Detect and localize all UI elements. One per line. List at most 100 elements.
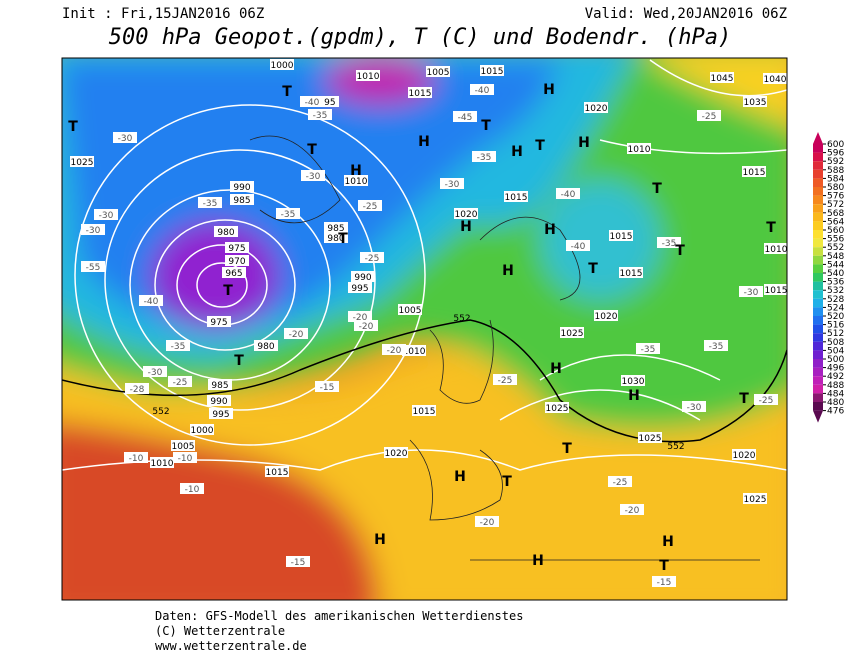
pressure-label-box [225, 242, 249, 253]
footer-source: Daten: GFS-Modell des amerikanischen Wet… [155, 609, 523, 623]
pressure-label-box [344, 175, 368, 186]
temperature-label-box [166, 340, 190, 351]
colorbar-tick-label: 532 [827, 286, 844, 296]
pressure-center: H [511, 144, 523, 160]
temperature-label: -25 [365, 254, 380, 264]
colorbar-bin [813, 187, 823, 196]
temperature-label: -10 [185, 485, 200, 495]
pressure-center: H [550, 361, 562, 377]
temperature-label: -40 [571, 242, 586, 252]
pressure-label-box [348, 282, 372, 293]
pressure-center: T [739, 391, 749, 407]
contour-label: 552 [667, 442, 684, 452]
colorbar-tick-label: 552 [827, 243, 844, 253]
pressure-label: 1020 [733, 451, 756, 461]
pressure-center: T [588, 261, 598, 277]
colorbar-tick-label: 496 [827, 364, 844, 374]
pressure-label-box [230, 181, 254, 192]
colorbar-bin [813, 341, 823, 351]
temperature-label-box [143, 366, 167, 377]
pressure-center: H [628, 388, 640, 404]
pressure-label: 1015 [409, 89, 432, 99]
temperature-label: -30 [306, 172, 321, 182]
colorbar-bin [813, 290, 823, 299]
pressure-center: H [350, 163, 362, 179]
temperature-label: -10 [129, 454, 144, 464]
temperature-label: -35 [203, 199, 218, 209]
temperature-label: -30 [744, 288, 759, 298]
temperature-label: -20 [289, 330, 304, 340]
pressure-label: 1010 [403, 347, 426, 357]
colorbar-bin [813, 307, 823, 316]
colorbar-tick-label: 564 [827, 217, 844, 227]
colorbar-bin [813, 281, 823, 291]
pressure-label: 1015 [266, 468, 289, 478]
colorbar-bin [813, 384, 823, 394]
colorbar-tick-label: 508 [827, 338, 844, 348]
temperature-label-box [81, 261, 105, 272]
temperature-label-box [608, 476, 632, 487]
pressure-label: 1015 [481, 67, 504, 77]
pressure-label: 985 [327, 224, 344, 234]
footer-copyright: (C) Wetterzentrale [155, 624, 285, 638]
colorbar-tick-label: 528 [827, 295, 844, 305]
temperature-label-box [286, 556, 310, 567]
pressure-center: H [543, 82, 555, 98]
pressure-label: 1010 [151, 459, 174, 469]
map-title: 500 hPa Geopot.(gpdm), T (C) und Bodendr… [109, 25, 732, 50]
pressure-center: H [662, 534, 674, 550]
pressure-label-box [763, 73, 787, 84]
temperature-label-box [682, 401, 706, 412]
pressure-label-box [356, 70, 380, 81]
colorbar-tick-label: 480 [827, 398, 844, 408]
temperature-label-box [453, 111, 477, 122]
pressure-label: 1015 [413, 407, 436, 417]
colorbar-tick-label: 544 [827, 260, 844, 270]
temperature-label: -40 [305, 98, 320, 108]
colorbar-bin [813, 230, 823, 239]
temperature-label-box [276, 208, 300, 219]
pressure-center: T [675, 243, 685, 259]
colorbar-bin [813, 393, 823, 402]
colorbar-bin [813, 350, 823, 359]
temperature-label-box [81, 224, 105, 235]
pressure-label-box [594, 310, 618, 321]
pressure-label-box [207, 316, 231, 327]
colorbar-tick-label: 488 [827, 381, 844, 391]
pressure-label-box [208, 379, 232, 390]
pressure-label-box [545, 402, 569, 413]
pressure-label: 1005 [427, 68, 450, 78]
colorbar-bin [813, 333, 823, 342]
colorbar-tick-label: 500 [827, 355, 844, 365]
pressure-label: 1020 [595, 312, 618, 322]
temperature-label: -20 [480, 518, 495, 528]
pressure-center: H [532, 553, 544, 569]
temperature-label: -28 [130, 385, 145, 395]
pressure-label: 990 [233, 183, 250, 193]
colorbar-tick-label: 516 [827, 321, 844, 331]
pressure-center: T [223, 283, 233, 299]
pressure-label: 995 [212, 410, 229, 420]
temperature-label: -20 [353, 313, 368, 323]
pressure-label: 1005 [399, 306, 422, 316]
pressure-center: H [544, 222, 556, 238]
init-time: Init : Fri,15JAN2016 06Z [62, 6, 264, 22]
pressure-center: T [562, 441, 572, 457]
pressure-label: 1015 [505, 193, 528, 203]
pressure-center: T [502, 474, 512, 490]
temperature-label: -10 [178, 454, 193, 464]
pressure-label-box [732, 449, 756, 460]
contour-552 [62, 319, 787, 443]
pressure-label-box [315, 96, 339, 107]
temperature-label-box [300, 96, 324, 107]
contour-label: 552 [152, 407, 169, 417]
pressure-label-box [265, 466, 289, 477]
temperature-label-box [360, 252, 384, 263]
temperature-label-box [124, 452, 148, 463]
pressure-label-box [609, 230, 633, 241]
colorbar-tick-label: 600 [827, 140, 844, 150]
pressure-label-box [504, 191, 528, 202]
pressure-label: 1025 [71, 158, 94, 168]
